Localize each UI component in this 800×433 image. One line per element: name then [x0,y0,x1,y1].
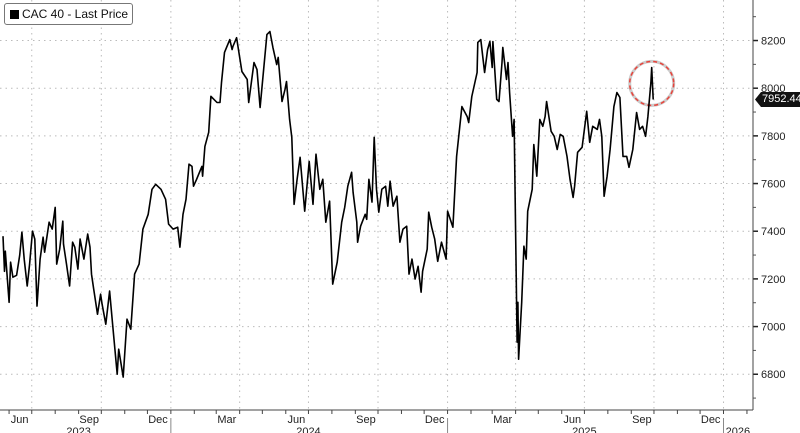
legend-label: CAC 40 - Last Price [22,7,129,21]
x-month-label: Dec [148,414,168,426]
price-line [2,30,654,378]
y-tick-label: 7600 [761,179,785,191]
x-month-label: Dec [425,414,445,426]
grid-lines [0,0,753,410]
x-month-label: Jun [563,414,581,426]
annotation-circle [628,60,675,107]
x-month-label: Sep [79,414,99,426]
x-year-label: 2025 [572,426,596,433]
x-month-label: Dec [701,414,721,426]
price-series [2,30,654,378]
x-month-label: Mar [217,414,236,426]
y-tick-label: 7800 [761,131,785,143]
y-tick-label: 7000 [761,322,785,334]
legend-swatch [10,9,19,19]
x-year-label: 2024 [296,426,320,433]
legend: CAC 40 - Last Price [4,3,134,25]
y-tick-label: 7400 [761,226,785,238]
x-month-label: Jun [11,414,29,426]
y-tick-label: 6800 [761,369,785,381]
x-month-label: Mar [493,414,512,426]
x-month-label: Sep [356,414,376,426]
last-price-tag: 7952.44 [755,92,800,107]
x-year-label: 2026 [726,426,750,433]
y-tick-label: 7200 [761,274,785,286]
x-month-label: Jun [287,414,305,426]
annotation-layer [628,59,676,107]
x-year-label: 2023 [66,426,90,433]
y-tick-label: 8200 [761,36,785,48]
x-month-label: Sep [632,414,652,426]
